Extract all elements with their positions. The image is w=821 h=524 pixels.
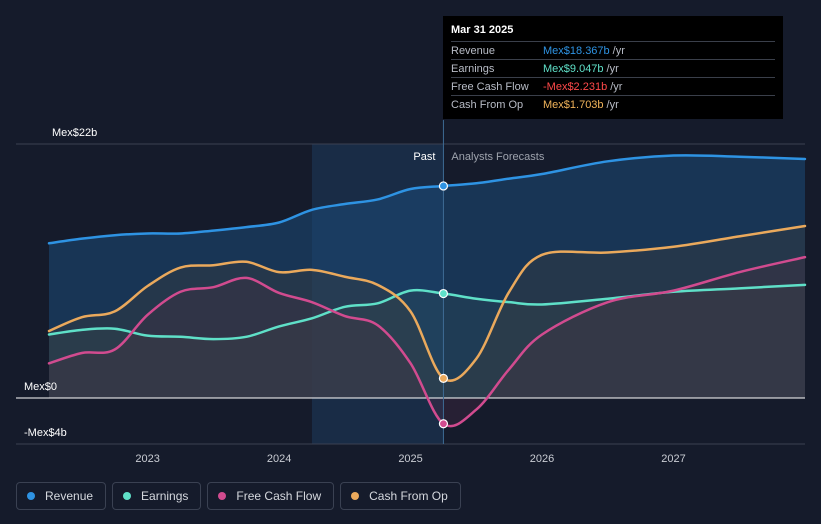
free-cash-flow-marker	[438, 419, 449, 429]
legend-label: Cash From Op	[369, 489, 448, 503]
tooltip-row-label: Earnings	[451, 62, 495, 75]
past-label: Past	[413, 151, 435, 163]
free-cash-flow-area	[49, 257, 805, 427]
series-lines	[47, 154, 807, 428]
x-tick-label: 2027	[661, 453, 685, 465]
earnings-marker	[438, 288, 449, 299]
tooltip-row: Free Cash Flow -Mex$2.231b/yr	[451, 77, 775, 95]
legend-item-revenue[interactable]: Revenue	[16, 482, 107, 510]
legend-item-cash-from-op[interactable]: Cash From Op	[340, 482, 461, 510]
x-tick-label: 2023	[135, 453, 159, 465]
legend-label: Revenue	[45, 489, 94, 503]
earnings-area	[49, 284, 805, 398]
tooltip-date: Mar 31 2025	[451, 24, 514, 36]
axis-labels: Mex$22b Mex$0 -Mex$4b 2023 2024 2025 2026 2027 P…	[24, 127, 686, 465]
tooltip-row-unit: /yr	[606, 62, 619, 75]
y-label: Mex$22b	[52, 127, 97, 139]
earnings-line	[47, 283, 807, 341]
y-label: Mex$0	[24, 381, 57, 393]
tooltip-row-unit: /yr	[610, 80, 623, 93]
series-markers	[438, 181, 449, 429]
legend-dot-icon	[123, 492, 132, 500]
forecast-label: Analysts Forecasts	[451, 151, 544, 163]
tooltip: Mar 31 2025 Revenue Mex$18.367b/yr Earning…	[443, 16, 783, 119]
tooltip-row-label: Cash From Op	[451, 98, 524, 111]
legend-dot-icon	[27, 492, 35, 500]
legend-dot-icon	[351, 492, 360, 500]
x-tick-label: 2024	[267, 453, 291, 465]
tooltip-row: Cash From Op Mex$1.703b/yr	[451, 95, 775, 113]
y-label: -Mex$4b	[24, 427, 67, 439]
tooltip-row: Revenue Mex$18.367b/yr	[451, 41, 775, 59]
cash-from-op-line	[47, 224, 807, 382]
legend-dot-icon	[218, 492, 227, 500]
legend-label: Free Cash Flow	[236, 489, 322, 503]
tooltip-row-value: -Mex$2.231b	[543, 80, 608, 93]
legend-item-free-cash-flow[interactable]: Free Cash Flow	[207, 482, 335, 510]
tooltip-row-value: Mex$9.047b	[543, 62, 604, 75]
tooltip-row-label: Free Cash Flow	[451, 80, 529, 93]
x-tick-label: 2026	[530, 453, 554, 465]
gridlines	[16, 143, 805, 445]
tooltip-row: Earnings Mex$9.047b/yr	[451, 59, 775, 77]
revenue-marker	[438, 181, 449, 191]
revenue-line	[47, 154, 807, 245]
x-tick-label: 2025	[398, 453, 422, 465]
free-cash-flow-line	[47, 255, 807, 428]
tooltip-row-value: Mex$1.703b	[543, 98, 604, 111]
cash-from-op-marker	[438, 373, 449, 383]
legend: Revenue Earnings Free Cash Flow Cash From O…	[16, 482, 461, 510]
tooltip-rows: Revenue Mex$18.367b/yr Earnings Mex$9.047b /…	[451, 41, 775, 113]
legend-label: Earnings	[141, 489, 189, 503]
tooltip-row-label: Revenue	[451, 44, 496, 57]
tooltip-row-value: Mex$18.367b	[543, 44, 610, 57]
tooltip-row-unit: /yr	[606, 98, 619, 111]
chart-area: Mex$22b Mex$0 -Mex$4b 2023 2024 2025 2026 2027 P…	[16, 120, 807, 465]
legend-item-earnings[interactable]: Earnings	[112, 482, 202, 510]
cash-from-op-area	[49, 225, 805, 398]
tooltip-row-unit: /yr	[612, 44, 625, 57]
